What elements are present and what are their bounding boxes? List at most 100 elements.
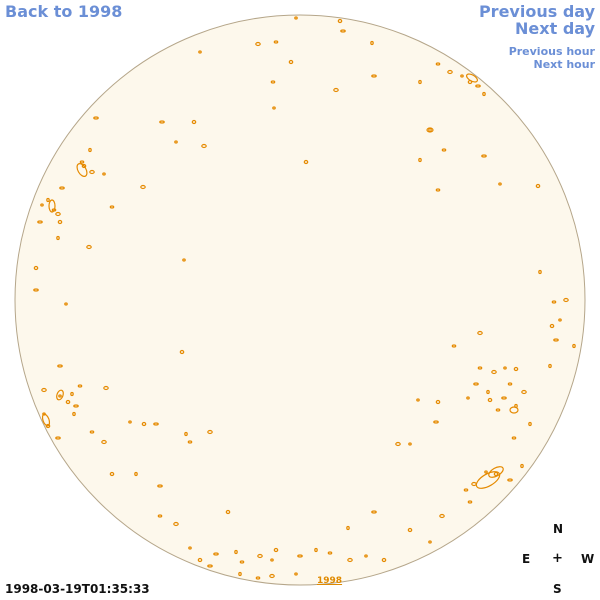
contour-blob <box>159 120 165 124</box>
magnetic-contours <box>33 16 576 580</box>
contour-blob <box>495 408 501 412</box>
contour-blob <box>493 471 499 477</box>
contour-blob <box>371 510 377 514</box>
contour-blob <box>521 389 527 395</box>
contour-blob <box>72 411 76 417</box>
contour-blob <box>503 366 507 370</box>
contour-blob <box>40 203 44 207</box>
contour-blob <box>473 382 479 386</box>
back-to-year-link[interactable]: Back to 1998 <box>5 2 123 21</box>
contour-blob <box>435 188 441 192</box>
contour-blob <box>347 557 353 563</box>
contour-blob <box>528 421 532 427</box>
contour-blob <box>395 441 401 447</box>
contour-blob <box>140 184 146 190</box>
contour-blob <box>128 420 132 424</box>
contour-blob <box>33 265 39 271</box>
contour-loop <box>488 466 504 478</box>
next-hour-link[interactable]: Next hour <box>533 58 596 71</box>
contour-blob <box>548 363 552 369</box>
contour-blob <box>173 521 179 527</box>
contour-blob <box>101 439 107 445</box>
contour-blob <box>501 396 507 400</box>
contour-blob <box>491 369 497 375</box>
contour-blob <box>447 69 453 75</box>
contour-blob <box>109 471 115 477</box>
contour-blob <box>46 197 50 203</box>
contour-blob <box>381 557 387 563</box>
contour-blob <box>477 366 483 370</box>
previous-hour-link[interactable]: Previous hour <box>508 45 595 58</box>
contour-blob <box>563 297 569 303</box>
contour-loop <box>41 413 51 427</box>
contour-blob <box>272 106 276 110</box>
contour-blob <box>109 205 115 209</box>
next-day-link[interactable]: Next day <box>515 19 595 38</box>
contour-blob <box>294 572 298 576</box>
contour-blob <box>520 463 524 469</box>
contour-blob <box>486 389 490 395</box>
contour-blob <box>182 258 186 262</box>
contour-blob <box>303 159 309 165</box>
contour-loop <box>465 73 479 83</box>
contour-blob <box>239 560 245 564</box>
contour-blob <box>70 391 74 397</box>
contour-blob <box>418 157 422 163</box>
contour-blob <box>79 160 85 164</box>
contour-blob <box>197 557 203 563</box>
contour-blob <box>59 186 65 190</box>
contour-blob <box>213 552 219 556</box>
contour-blob <box>408 442 412 446</box>
contour-blob <box>56 235 60 241</box>
contour-blob <box>477 330 483 336</box>
contour-blob <box>41 387 47 393</box>
contour-blob <box>225 509 231 515</box>
contour-blob <box>238 571 242 577</box>
contour-blob <box>37 220 43 224</box>
contour-blob <box>134 471 138 477</box>
contour-blob <box>487 397 493 403</box>
contour-loop <box>56 389 64 401</box>
contour-blob <box>297 554 303 558</box>
contour-blob <box>179 349 185 355</box>
contour-blob <box>198 50 202 54</box>
contour-blob <box>88 147 92 153</box>
contour-blob <box>234 549 238 555</box>
compass-east: E <box>522 552 531 566</box>
contour-blob <box>77 384 83 388</box>
contour-blob <box>549 323 555 329</box>
contour-blob <box>55 211 61 217</box>
contour-blob <box>103 385 109 391</box>
year-link[interactable]: 1998 <box>317 576 343 586</box>
contour-blob <box>64 302 68 306</box>
contour-blob <box>153 422 159 426</box>
contour-loop <box>48 199 56 213</box>
contour-blob <box>364 554 368 558</box>
contour-blob <box>435 62 441 66</box>
contour-blob <box>33 288 39 292</box>
previous-day-link[interactable]: Previous day <box>478 2 595 21</box>
contour-blob <box>572 343 576 349</box>
contour-blob <box>507 382 513 386</box>
contour-blob <box>57 364 63 368</box>
contour-blob <box>191 119 197 125</box>
contour-blob <box>511 436 517 440</box>
compass-north: N <box>553 522 564 536</box>
contour-blob <box>57 219 63 225</box>
contour-blob <box>513 366 519 372</box>
contour-blob <box>187 440 193 444</box>
contour-blob <box>201 143 207 149</box>
contour-blob <box>538 269 542 275</box>
contour-blob <box>270 558 274 562</box>
contour-blob <box>463 488 469 492</box>
contour-blob <box>58 394 62 398</box>
contour-blob <box>466 396 470 400</box>
contour-blob <box>141 421 147 427</box>
contour-blob <box>346 525 350 531</box>
contour-blob <box>327 551 333 555</box>
contour-blob <box>451 344 457 348</box>
contour-blob <box>416 398 420 402</box>
contour-blob <box>102 172 106 176</box>
contour-blob <box>65 399 71 405</box>
